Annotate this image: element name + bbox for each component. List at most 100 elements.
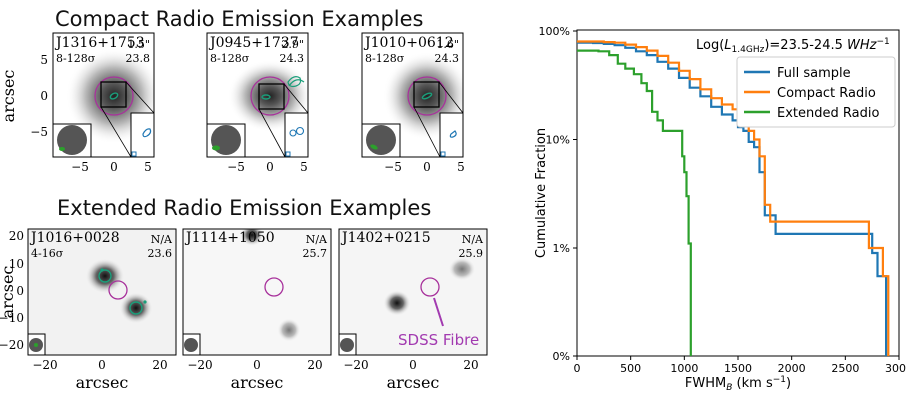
sdss-fibre-circle xyxy=(420,277,440,297)
sigma-range: 8-128σ xyxy=(365,52,405,65)
sdss-fibre-circle xyxy=(94,76,134,116)
xtick-label: 3000 xyxy=(885,362,906,375)
chart-xticks: 0 500 1000 1500 2000 2500 3000 xyxy=(574,356,906,375)
luminosity: 25.7 xyxy=(303,247,328,260)
svg-text:0: 0 xyxy=(110,160,118,174)
svg-text:5: 5 xyxy=(300,160,308,174)
svg-text:−5: −5 xyxy=(30,125,48,139)
resolution: N/A xyxy=(306,233,328,246)
zoom-box xyxy=(100,81,127,108)
luminosity: 25.9 xyxy=(459,247,484,260)
svg-text:−5: −5 xyxy=(71,160,89,174)
svg-text:5: 5 xyxy=(457,160,465,174)
xtick-label: 500 xyxy=(620,362,641,375)
series-line-full-sample xyxy=(577,41,888,356)
svg-text:−20: −20 xyxy=(0,338,24,352)
extended-yticks: 20 10 0 −10 −20 xyxy=(0,229,24,352)
zoom-box xyxy=(413,81,440,108)
resolution: 1.5" xyxy=(127,38,150,51)
svg-text:5: 5 xyxy=(40,53,48,67)
chart-lines xyxy=(577,40,890,356)
svg-text:−20: −20 xyxy=(32,358,57,372)
svg-text:0: 0 xyxy=(16,284,24,298)
ytick-label: 100% xyxy=(539,25,570,38)
chart-ylabel: Cumulative Fraction xyxy=(534,128,549,258)
svg-text:10: 10 xyxy=(9,257,24,271)
zoom-box xyxy=(258,83,285,110)
svg-text:0: 0 xyxy=(266,160,274,174)
svg-text:arcsec: arcsec xyxy=(231,373,284,392)
legend-label: Compact Radio xyxy=(777,86,876,101)
compact-ylabel: arcsec xyxy=(0,70,18,123)
compact-xticks: −5 0 5 −5 0 5 −5 0 5 xyxy=(71,160,465,174)
luminosity: 23.8 xyxy=(126,52,151,65)
svg-text:0: 0 xyxy=(98,358,106,372)
xtick-label: 1000 xyxy=(670,362,698,375)
luminosity: 23.6 xyxy=(148,247,173,260)
zoom-inset xyxy=(284,112,309,158)
source-name: J1114+1050 xyxy=(184,230,275,246)
extended-panel-1: J1016+0028 4-16σ N/A 23.6 xyxy=(27,228,177,356)
extended-panel-3: SDSS Fibre J1402+0215 N/A 25.9 xyxy=(338,228,488,356)
chart-legend: Full sample Compact Radio Extended Radio xyxy=(736,56,896,128)
svg-text:−10: −10 xyxy=(0,311,24,325)
resolution: N/A xyxy=(151,233,173,246)
source-name: J1316+1753 xyxy=(54,35,145,51)
legend-label: Full sample xyxy=(777,66,851,81)
svg-text:−20: −20 xyxy=(187,358,212,372)
compact-panel-2: J0945+1737 8-128σ 2.9" 24.3 xyxy=(206,32,309,158)
cumulative-fraction-chart: 100% 10% 1% 0% 0 500 1000 1500 2000 2500 3000 Cum… xyxy=(534,25,906,393)
sigma-range: 8-128σ xyxy=(56,52,96,65)
series-line-compact-radio xyxy=(577,40,890,356)
extended-panel-2: J1114+1050 N/A 25.7 xyxy=(182,228,332,356)
xtick-label: 0 xyxy=(574,362,581,375)
compact-yticks: 5 0 −5 xyxy=(30,53,48,139)
luminosity: 24.3 xyxy=(435,52,460,65)
source-name: J1010+0612 xyxy=(363,35,454,51)
source-name: J1402+0215 xyxy=(340,230,431,246)
resolution: 2.9" xyxy=(281,38,304,51)
sigma-range: 8-128σ xyxy=(210,52,250,65)
svg-text:20: 20 xyxy=(152,358,167,372)
extended-ylabel: arcsec xyxy=(0,266,17,319)
source-name: J1016+0028 xyxy=(29,230,120,246)
svg-text:arcsec: arcsec xyxy=(76,373,129,392)
xtick-label: 1500 xyxy=(724,362,752,375)
sdss-fibre-circle xyxy=(108,280,128,300)
sigma-range: 4-16σ xyxy=(31,247,64,260)
legend-label: Extended Radio xyxy=(777,106,879,121)
chart-xlabel: FWHMB (km s−1) xyxy=(685,375,791,393)
chart-yticks: 100% 10% 1% 0% xyxy=(539,25,577,363)
sdss-fibre-circle xyxy=(407,76,447,116)
svg-text:0: 0 xyxy=(423,160,431,174)
svg-text:arcsec: arcsec xyxy=(387,373,440,392)
extended-xticks: −20 0 20 −20 0 20 −20 0 20 xyxy=(32,358,478,372)
svg-text:5: 5 xyxy=(144,160,152,174)
ytick-label: 10% xyxy=(546,134,570,147)
ytick-label: 1% xyxy=(553,242,570,255)
zoom-inset xyxy=(439,112,464,158)
xtick-label: 2000 xyxy=(778,362,806,375)
svg-text:0: 0 xyxy=(253,358,261,372)
resolution: 1.6" xyxy=(436,38,459,51)
sdss-fibre-circle xyxy=(250,76,290,116)
luminosity: 24.3 xyxy=(280,52,305,65)
svg-text:−5: −5 xyxy=(384,160,402,174)
svg-text:−20: −20 xyxy=(343,358,368,372)
fibre-label: SDSS Fibre xyxy=(398,331,479,349)
svg-text:20: 20 xyxy=(307,358,322,372)
ytick-label: 0% xyxy=(553,350,570,363)
compact-heading: Compact Radio Emission Examples xyxy=(55,7,424,31)
svg-text:20: 20 xyxy=(463,358,478,372)
resolution: N/A xyxy=(462,233,484,246)
sdss-fibre-circle xyxy=(264,277,284,297)
svg-text:20: 20 xyxy=(9,229,24,243)
extended-heading: Extended Radio Emission Examples xyxy=(57,196,432,220)
fibre-pointer xyxy=(433,297,444,327)
compact-panel-1: J1316+1753 8-128σ 1.5" 23.8 xyxy=(52,32,155,158)
source-name: J0945+1737 xyxy=(208,35,299,51)
series-line-extended-radio xyxy=(577,49,692,356)
compact-panel-3: J1010+0612 8-128σ 1.6" 24.3 xyxy=(361,32,464,158)
chart-title: Log(L1.4GHz)=23.5-24.5 WHz−1 xyxy=(696,37,890,55)
svg-text:−5: −5 xyxy=(227,160,245,174)
